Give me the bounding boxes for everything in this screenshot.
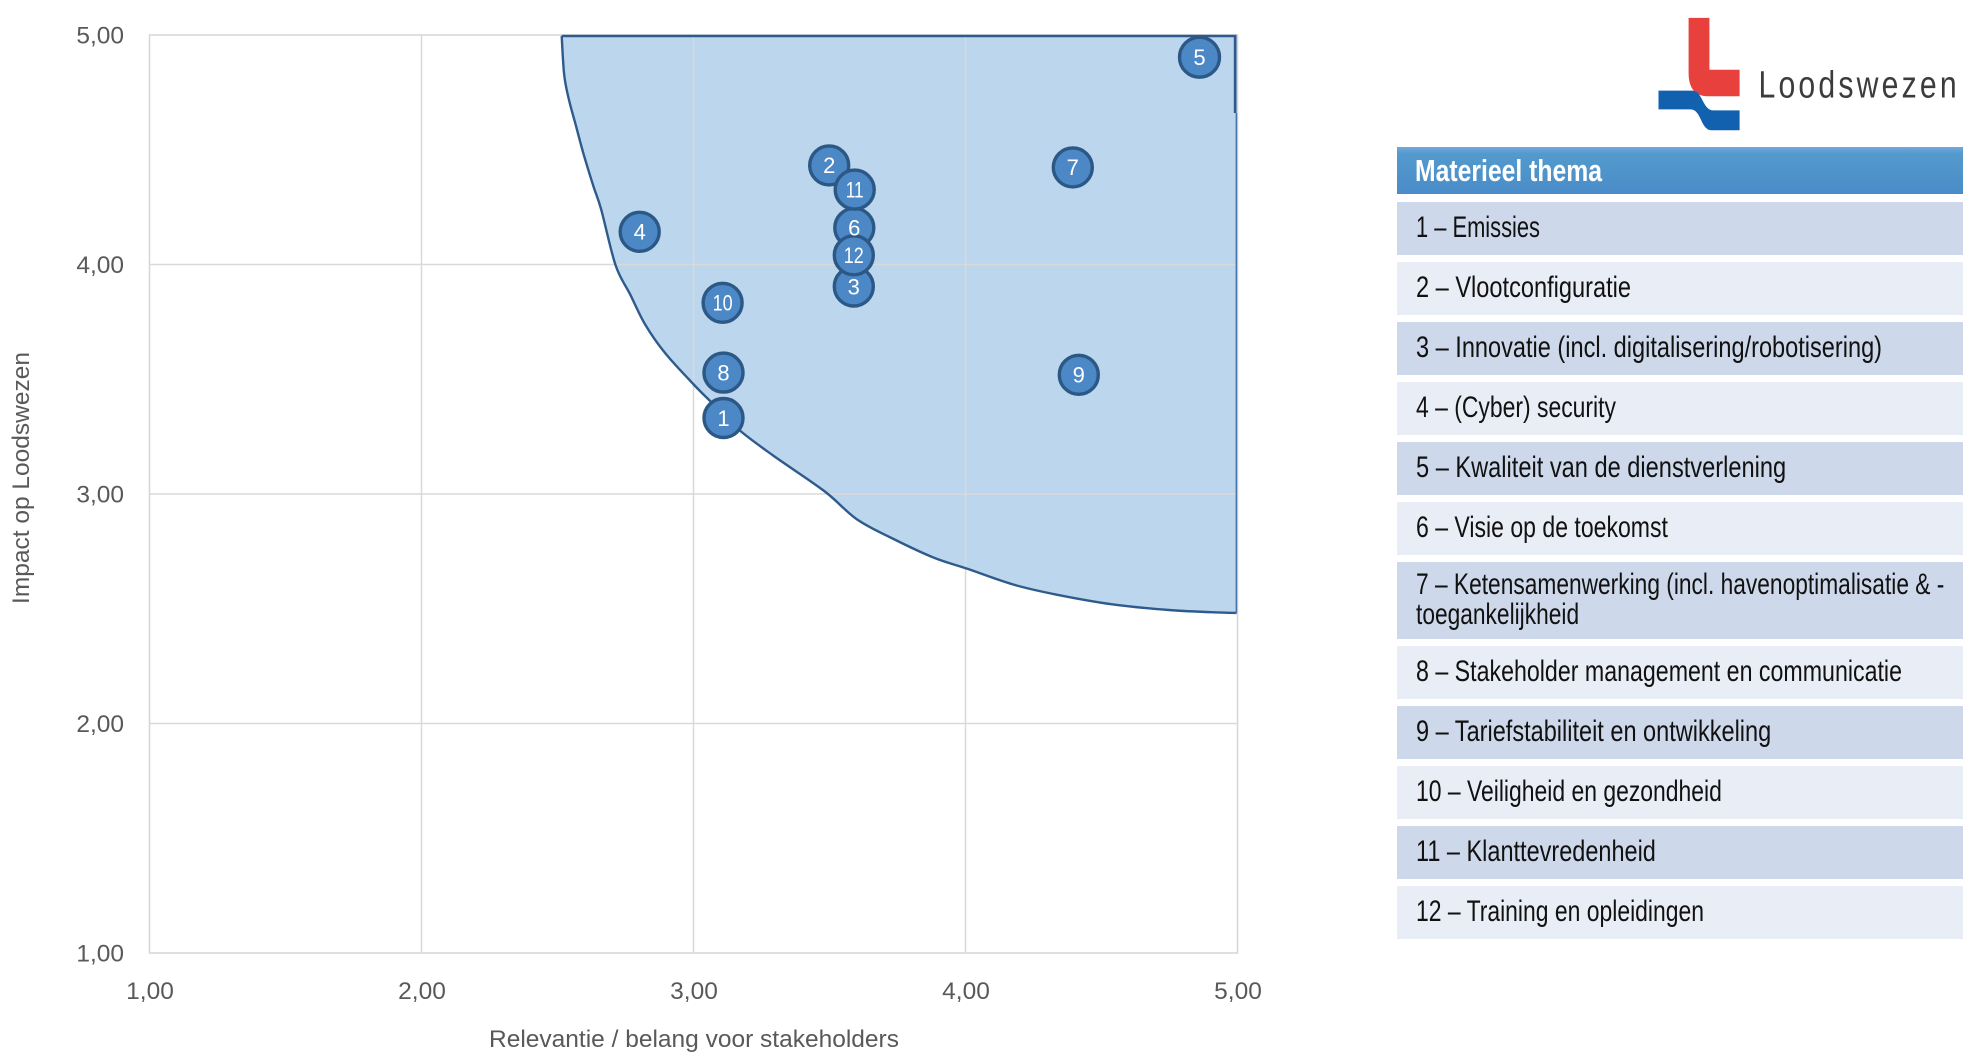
svg-text:1,00: 1,00 (126, 978, 174, 1005)
svg-text:9: 9 (1073, 363, 1085, 388)
svg-text:5,00: 5,00 (76, 23, 124, 50)
svg-text:2,00: 2,00 (398, 978, 446, 1005)
svg-text:3,00: 3,00 (76, 482, 124, 509)
svg-text:5,00: 5,00 (1214, 978, 1262, 1005)
svg-text:11: 11 (846, 177, 864, 202)
svg-text:3: 3 (848, 274, 860, 299)
svg-text:7: 7 (1067, 155, 1079, 180)
svg-text:2,00: 2,00 (76, 711, 124, 738)
svg-text:1: 1 (717, 406, 729, 431)
svg-text:Loodswezen: Loodswezen (1758, 64, 1959, 106)
svg-text:12: 12 (844, 243, 864, 268)
svg-text:4,00: 4,00 (942, 978, 990, 1005)
svg-text:1,00: 1,00 (76, 941, 124, 968)
svg-text:2: 2 (823, 153, 835, 178)
svg-text:4: 4 (634, 220, 646, 245)
svg-text:3,00: 3,00 (670, 978, 718, 1005)
svg-text:10: 10 (713, 291, 733, 316)
svg-text:Relevantie / belang voor stake: Relevantie / belang voor stakeholders (489, 1026, 899, 1053)
svg-text:6: 6 (848, 216, 860, 241)
svg-text:5: 5 (1193, 45, 1205, 70)
svg-text:8: 8 (717, 360, 729, 385)
svg-text:Impact op Loodswezen: Impact op Loodswezen (8, 352, 35, 604)
svg-text:4,00: 4,00 (76, 252, 124, 279)
